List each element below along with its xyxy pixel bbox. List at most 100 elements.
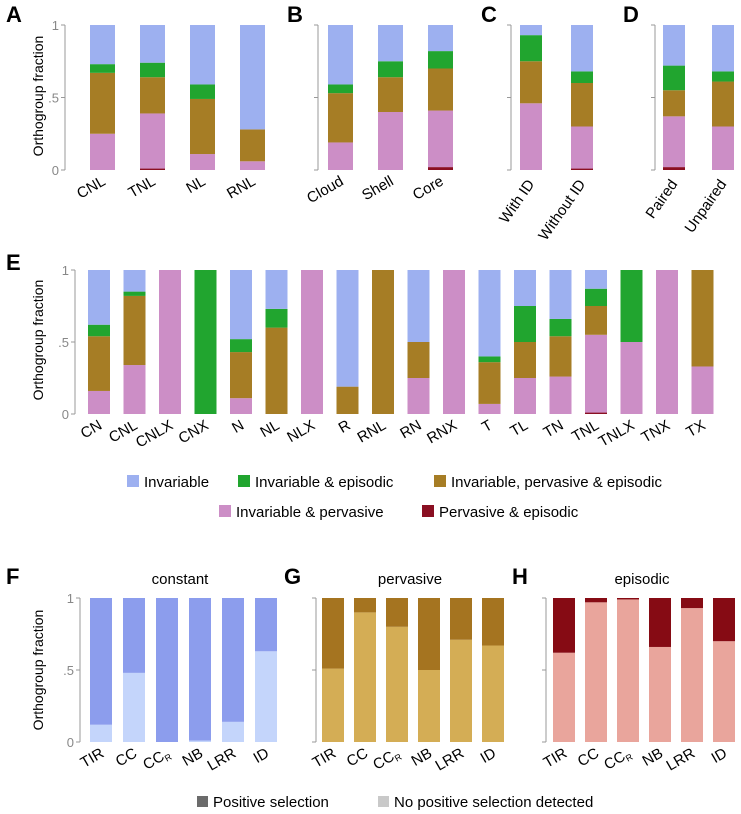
x-tick-label: Unpaired (681, 177, 730, 237)
legend-selection: Positive selection No positive selection… (197, 794, 593, 811)
bar-segment-paired-4 (663, 25, 685, 66)
bar-segment-lrr-0 (450, 639, 472, 742)
bar-segment-tnl-1 (140, 113, 165, 169)
x-tick-label: N (229, 417, 247, 437)
x-tick-label: CNLX (133, 417, 176, 452)
legend-label-invariable-pervasive: Invariable & pervasive (236, 504, 384, 521)
x-tick-label: NL (257, 417, 282, 441)
bar-segment-tn-1 (549, 376, 572, 414)
bar-segment-nl-2 (265, 327, 288, 414)
bar-segment-tn-3 (549, 318, 572, 337)
bar-segment-rnl-1 (240, 161, 265, 170)
bar-segment-t-3 (478, 356, 501, 363)
x-tick-label: CCR (601, 744, 635, 774)
bar-segment-nb-0 (189, 740, 211, 742)
bar-segment-without-id-1 (571, 126, 593, 169)
legend-label-invariable-episodic: Invariable & episodic (255, 474, 394, 491)
bar-segment-unpaired-2 (712, 81, 734, 127)
panel-letter-g: G (284, 564, 301, 589)
legend-swatch-pervasive-episodic (422, 505, 434, 517)
bar-segment-tn-4 (549, 270, 572, 319)
bar-segment-cnl-2 (123, 295, 146, 366)
y-axis-label-bottom: Orthogroup fraction (30, 610, 46, 731)
bar-segment-shell-4 (378, 25, 403, 62)
panel-letter-b: B (287, 2, 303, 27)
bar-segment-r-2 (336, 386, 359, 414)
bar-segment-n-2 (230, 352, 252, 399)
y-tick-label: .5 (48, 91, 59, 106)
y-tick-label: 0 (52, 163, 59, 178)
bar-segment-cn-1 (88, 390, 110, 414)
bar-segment-rnl-2 (372, 270, 394, 414)
bar-segment-cnl-1 (123, 365, 146, 414)
bar-segment-cloud-3 (328, 84, 353, 94)
panel-letter-c: C (481, 2, 497, 27)
bar-segment-n-4 (230, 270, 252, 340)
bar-segment-without-id-4 (571, 25, 593, 72)
panel-letter-f: F (6, 564, 19, 589)
bar-segment-rnl-4 (240, 25, 265, 130)
legend-label-invariable-pervasive-episodic: Invariable, pervasive & episodic (451, 474, 662, 491)
bar-segment-tnl-4 (585, 270, 607, 289)
x-tick-label: Without ID (535, 176, 589, 243)
x-tick-label: Core (410, 173, 447, 204)
bar-segment-tir-1 (553, 598, 575, 653)
bar-segment-t-2 (478, 362, 501, 404)
x-tick-label: ID (251, 745, 273, 767)
x-tick-label: TIR (78, 745, 108, 772)
bar-segment-lrr-1 (222, 598, 244, 722)
bar-segment-cnl-1 (90, 133, 115, 170)
x-tick-label: TX (683, 417, 708, 441)
x-tick-label: With ID (496, 176, 538, 226)
bar-segment-core-2 (428, 68, 453, 111)
legend-swatch-invariable-pervasive-episodic (434, 475, 446, 487)
bar-segment-cc-r-1 (386, 598, 408, 627)
x-tick-label: CCR (370, 744, 404, 774)
bar-segment-unpaired-1 (712, 126, 734, 170)
bar-segment-r-4 (336, 270, 359, 387)
bar-segment-core-0 (428, 167, 453, 170)
panel-b: Cloud Shell Core (304, 24, 453, 207)
panel-letter-e: E (6, 250, 21, 275)
x-tick-label: LRR (433, 745, 468, 775)
x-tick-label: R (336, 417, 354, 437)
legend-label-no-positive: No positive selection detected (394, 794, 593, 811)
legend-main: Invariable Invariable & episodic Invaria… (127, 474, 662, 521)
panel-title-constant: constant (152, 571, 210, 588)
y-tick-label: 0 (67, 735, 74, 750)
bar-segment-n-3 (230, 339, 252, 353)
x-tick-label: TN (541, 417, 567, 442)
bar-segment-paired-1 (663, 116, 685, 168)
bar-segment-nb-1 (649, 598, 671, 647)
bar-segment-without-id-3 (571, 71, 593, 83)
bar-segment-cnlx-1 (159, 270, 181, 414)
bar-segment-cn-3 (88, 324, 110, 337)
bar-segment-tl-3 (514, 306, 536, 342)
bar-segment-core-4 (428, 25, 453, 52)
bar-segment-cloud-2 (328, 93, 353, 143)
bar-segment-cc-r-1 (156, 598, 178, 742)
bar-segment-rnl-2 (240, 129, 265, 162)
bar-segment-tl-4 (514, 270, 536, 306)
bar-segment-cc-r-1 (617, 598, 639, 600)
legend-label-positive: Positive selection (213, 794, 329, 811)
bar-segment-cloud-1 (328, 142, 353, 170)
x-tick-label: CN (78, 417, 105, 443)
bar-segment-id-1 (255, 598, 277, 652)
bar-segment-nlx-1 (301, 270, 323, 414)
panel-letter-d: D (623, 2, 639, 27)
bar-segment-unpaired-3 (712, 71, 734, 82)
bar-segment-id-0 (482, 645, 504, 742)
y-tick-label: 1 (67, 591, 74, 606)
bar-segment-rn-4 (407, 270, 430, 342)
x-tick-label: RNL (355, 417, 389, 447)
bar-segment-id-0 (713, 641, 735, 742)
bar-segment-nb-1 (418, 598, 440, 670)
bar-segment-nb-0 (418, 670, 440, 742)
bar-segment-nl-2 (190, 98, 215, 155)
panel-letter-h: H (512, 564, 528, 589)
bar-segment-cnl-4 (90, 25, 115, 65)
x-tick-label: TIR (310, 745, 340, 772)
